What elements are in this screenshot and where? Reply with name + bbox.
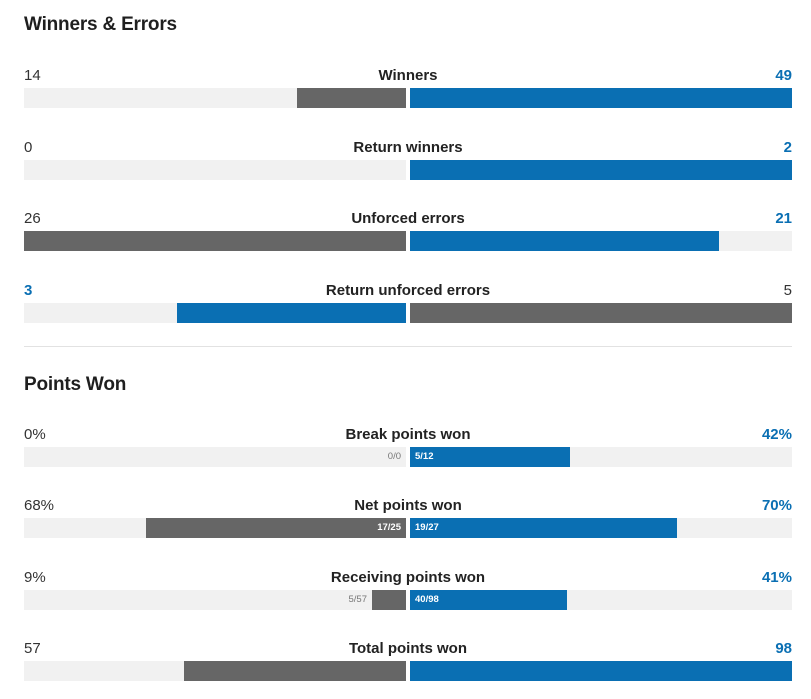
player1-value: 57	[24, 640, 41, 657]
player1-bar-track	[24, 303, 406, 323]
stat-row-return-winners: 0 Return winners 2	[24, 139, 792, 181]
player2-fraction: 19/27	[415, 522, 439, 533]
player1-fraction: 0/0	[387, 451, 401, 462]
player1-bar-track: 0/0	[24, 447, 406, 467]
player2-bar-track: 19/27	[410, 518, 792, 538]
player2-value: 70%	[761, 497, 792, 514]
section-divider	[24, 346, 792, 347]
stat-label: Net points won	[354, 497, 462, 514]
player2-bar-fill	[410, 303, 792, 323]
player2-bar-fill	[410, 160, 792, 180]
player1-value: 68%	[24, 497, 55, 514]
player2-bar-track	[410, 88, 792, 108]
stat-row-winners: 14 Winners 49	[24, 67, 792, 109]
player2-bar-track: 40/98	[410, 590, 792, 610]
stat-label: Return unforced errors	[325, 282, 491, 299]
player2-fraction: 5/12	[415, 451, 434, 462]
player2-value: 5	[783, 282, 792, 299]
player2-bar-fill	[410, 88, 792, 108]
stat-label: Winners	[378, 67, 438, 84]
player1-value: 0%	[24, 426, 46, 443]
player2-bar-fill	[410, 518, 677, 538]
player1-bar-fill	[177, 303, 406, 323]
stat-label: Return winners	[353, 139, 463, 156]
player2-bar-track	[410, 303, 792, 323]
player2-bar-fill	[410, 661, 792, 681]
stat-row-return-unforced-errors: 3 Return unforced errors 5	[24, 282, 792, 324]
player1-bar-track	[24, 231, 406, 251]
player2-value: 21	[775, 210, 792, 227]
player2-value: 49	[775, 67, 792, 84]
stat-label: Break points won	[345, 426, 471, 443]
player2-value: 98	[775, 640, 792, 657]
player2-value: 2	[783, 139, 792, 156]
player1-bar-track: 5/57	[24, 590, 406, 610]
points-won-title: Points Won	[24, 374, 127, 395]
player1-value: 3	[24, 282, 33, 299]
player1-bar-fill	[146, 518, 406, 538]
stat-row-unforced-errors: 26 Unforced errors 21	[24, 210, 792, 252]
player1-bar-track	[24, 88, 406, 108]
player2-bar-track	[410, 160, 792, 180]
player2-bar-track	[410, 661, 792, 681]
player2-value: 41%	[761, 569, 792, 586]
winners-errors-title: Winners & Errors	[24, 14, 177, 35]
player2-bar-track	[410, 231, 792, 251]
stat-label: Unforced errors	[351, 210, 465, 227]
player1-bar-fill	[297, 88, 406, 108]
player1-bar-track: 17/25	[24, 518, 406, 538]
player2-bar-fill	[410, 590, 567, 610]
player2-value: 42%	[761, 426, 792, 443]
stat-label: Total points won	[348, 640, 468, 657]
player1-bar-fill	[184, 661, 406, 681]
stat-row-break-points-won: 0% Break points won 42% 0/0 5/12	[24, 426, 792, 468]
player2-bar-fill	[410, 447, 570, 467]
player1-value: 14	[24, 67, 41, 84]
stat-label: Receiving points won	[330, 569, 486, 586]
stat-row-net-points-won: 68% Net points won 70% 17/25 19/27	[24, 497, 792, 539]
player2-fraction: 40/98	[415, 594, 439, 605]
player2-bar-track: 5/12	[410, 447, 792, 467]
player1-value: 0	[24, 139, 33, 156]
stat-row-receiving-points-won: 9% Receiving points won 41% 5/57 40/98	[24, 569, 792, 611]
player1-fraction: 17/25	[377, 522, 401, 533]
player2-bar-fill	[410, 231, 719, 251]
player1-bar-fill	[24, 231, 406, 251]
player1-bar-fill	[372, 590, 406, 610]
player1-value: 9%	[24, 569, 46, 586]
stat-row-total-points-won: 57 Total points won 98	[24, 640, 792, 682]
player1-value: 26	[24, 210, 41, 227]
player1-bar-track	[24, 160, 406, 180]
player1-bar-track	[24, 661, 406, 681]
player1-fraction: 5/57	[348, 594, 368, 605]
